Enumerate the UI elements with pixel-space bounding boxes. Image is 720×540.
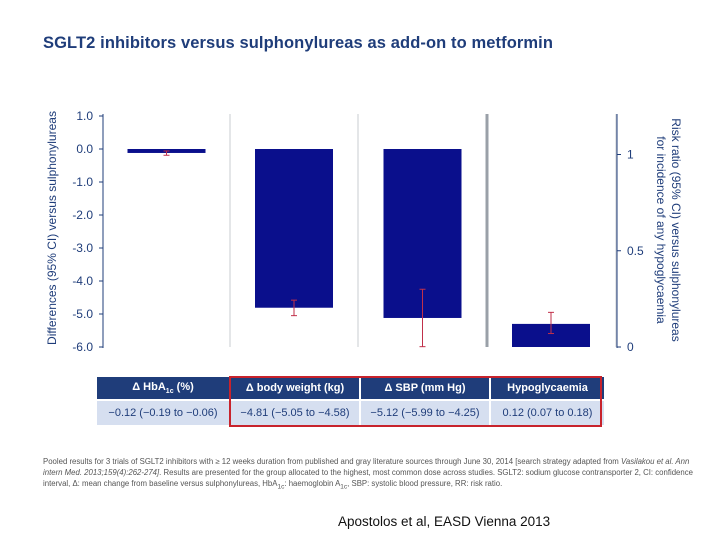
left-tick-label: 1.0 <box>76 109 93 123</box>
left-tick-label: 0.0 <box>76 142 93 156</box>
bars-layer <box>127 149 590 348</box>
results-header-row: Δ HbA1c (%) Δ body weight (kg) Δ SBP (mm… <box>97 377 606 400</box>
left-tick-label: -1.0 <box>72 175 93 189</box>
results-value-row: −0.12 (−0.19 to −0.06) −4.81 (−5.05 to −… <box>97 399 606 425</box>
left-tick-label: -2.0 <box>72 208 93 222</box>
table-value-sbp: −5.12 (−5.99 to −4.25) <box>360 399 491 425</box>
y-axis-label: Differences (95% CI) versus sulphonylure… <box>45 111 59 345</box>
left-axis: 1.0 0.0 -1.0 -2.0 -3.0 -4.0 -5.0 -6.0 <box>72 109 104 354</box>
table-header-hypoglycaemia: Hypoglycaemia <box>490 377 606 400</box>
left-tick-label: -6.0 <box>72 340 93 354</box>
y2-axis-label-line1: Risk ratio (95% CI) versus sulphonylurea… <box>669 118 683 341</box>
y2-axis-label-line2: for incidence of any hypoglycaemia <box>654 136 668 324</box>
bar <box>255 149 333 308</box>
left-tick-label: -5.0 <box>72 307 93 321</box>
right-tick-label: 0 <box>627 340 634 354</box>
table-header-sbp: Δ SBP (mm Hg) <box>360 377 491 400</box>
chart: 1.00.0-1.0-2.0-3.0-4.0-5.0-6.0 10.50 Dif… <box>45 109 683 354</box>
table-value-body-weight: −4.81 (−5.05 to −4.58) <box>230 399 361 425</box>
citation: Apostolos et al, EASD Vienna 2013 <box>338 514 551 529</box>
table-value-hypoglycaemia: 0.12 (0.07 to 0.18) <box>490 399 606 425</box>
table-header-hba1c: Δ HbA1c (%) <box>97 377 231 400</box>
chart-grid <box>229 114 617 347</box>
table-header-body-weight: Δ body weight (kg) <box>230 377 361 400</box>
right-tick-label: 1 <box>627 148 634 162</box>
highlight-box <box>229 376 602 427</box>
right-tick-label: 0.5 <box>627 244 644 258</box>
left-tick-label: -4.0 <box>72 274 93 288</box>
chart-title: SGLT2 inhibitors versus sulphonylureas a… <box>43 34 554 52</box>
bar <box>512 323 590 347</box>
footnote: Pooled results for 3 trials of SGLT2 inh… <box>43 457 693 491</box>
results-table: Δ HbA1c (%) Δ body weight (kg) Δ SBP (mm… <box>97 377 606 425</box>
right-axis: 10.50 <box>616 114 644 354</box>
table-value-hba1c: −0.12 (−0.19 to −0.06) <box>97 399 231 425</box>
left-tick-label: -3.0 <box>72 241 93 255</box>
